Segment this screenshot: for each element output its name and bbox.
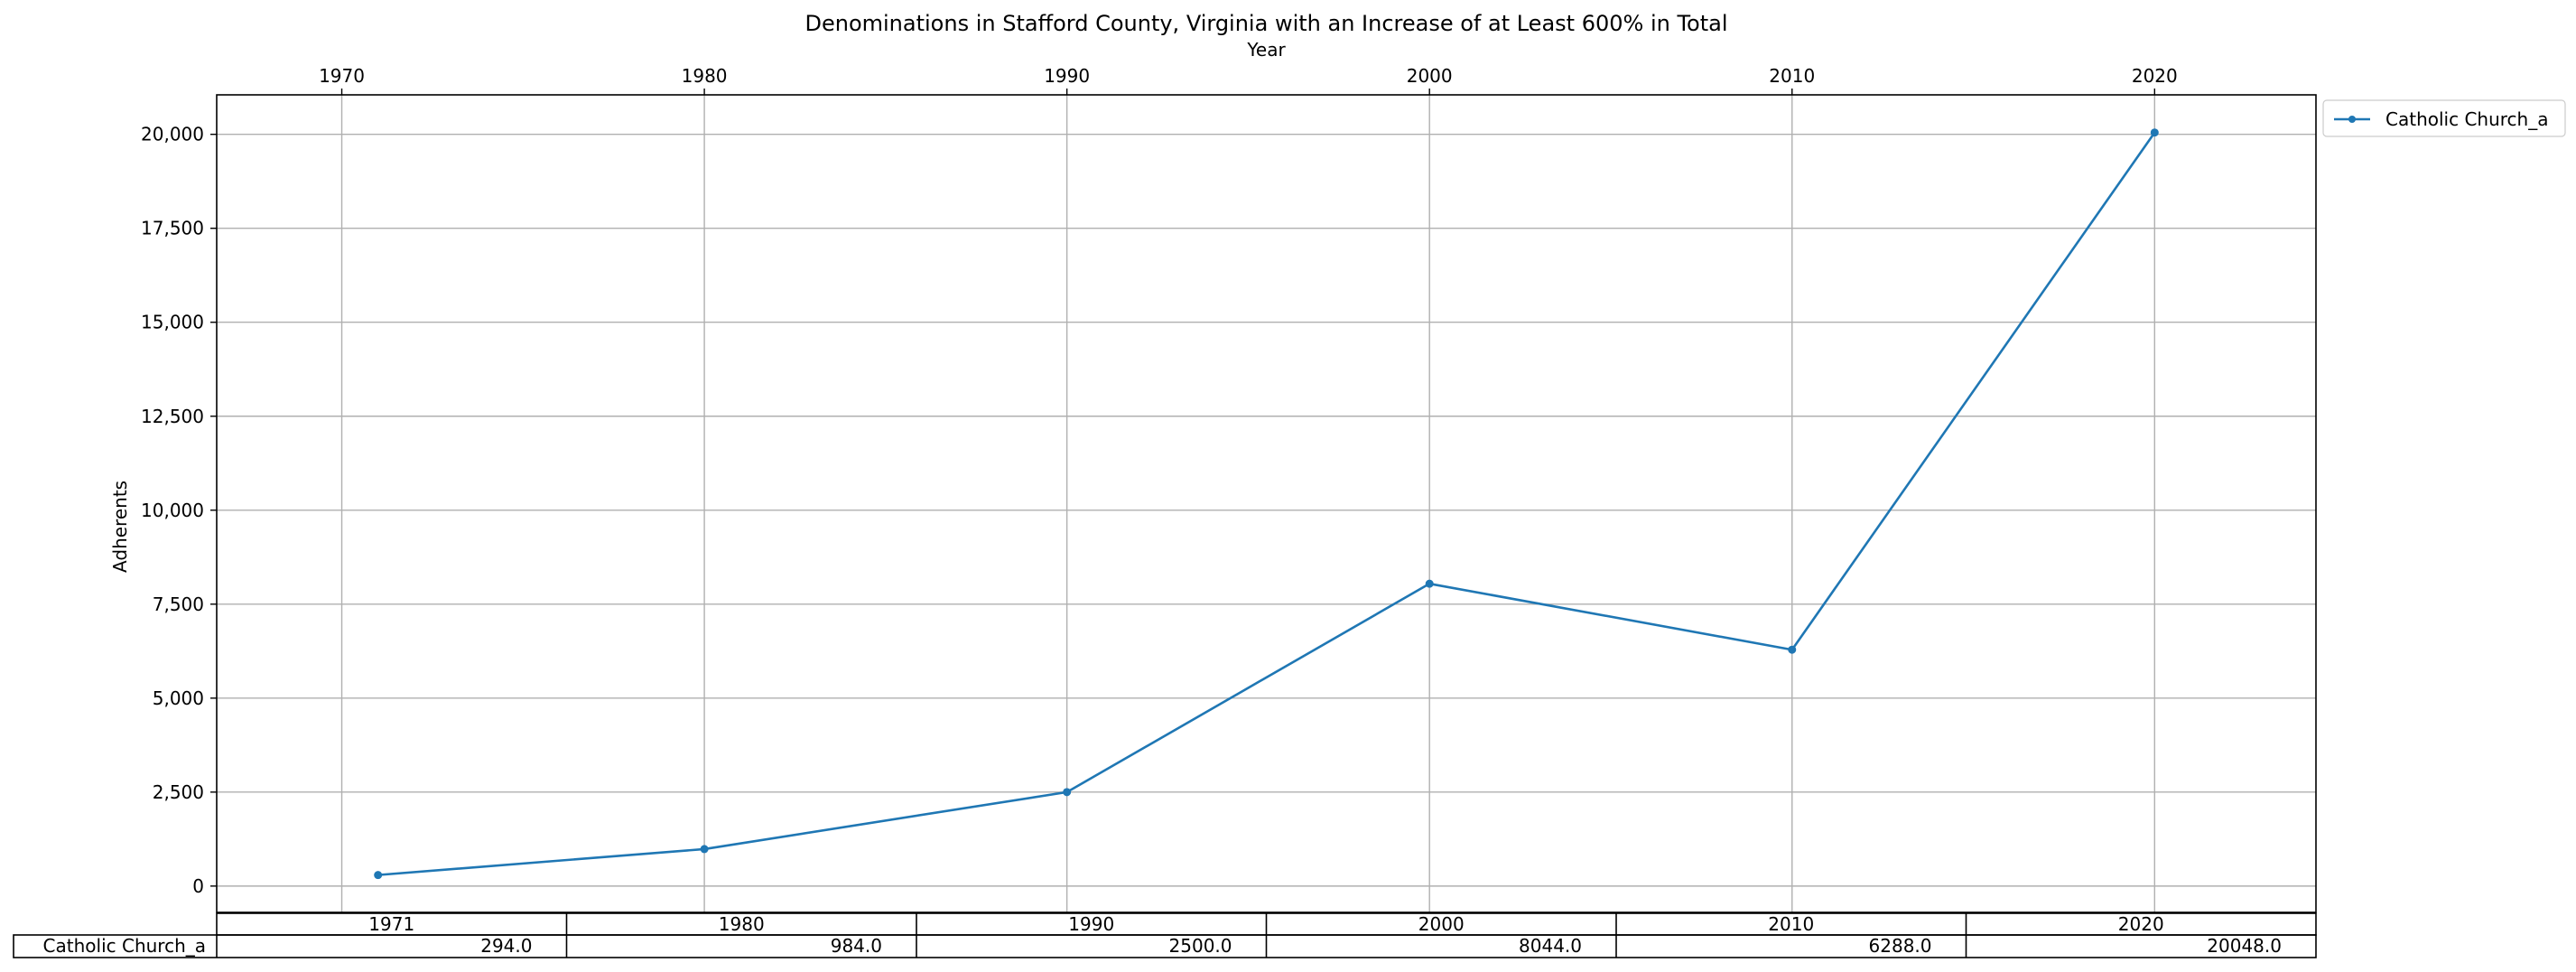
table-cell: 6288.0 (1869, 935, 1932, 957)
plot-frame (216, 94, 2317, 913)
table-cell: 8044.0 (1519, 935, 1582, 957)
y-tick-label: 2,500 (153, 781, 204, 803)
x-tick-label: 1980 (682, 65, 728, 87)
y-tick-label: 0 (192, 875, 204, 897)
y-tick-label: 15,000 (141, 312, 204, 333)
legend-marker (2348, 116, 2356, 123)
y-tick-label: 5,000 (153, 687, 204, 709)
table-data-row (13, 934, 2317, 958)
x-axis-label: Year (1246, 39, 1286, 61)
table-cell: 984.0 (831, 935, 882, 957)
table-col-header: 1971 (368, 913, 414, 935)
table-row-label: Catholic Church_a (43, 935, 206, 957)
data-point (700, 845, 709, 854)
data-point (1425, 579, 1434, 588)
x-tick-label: 2000 (1407, 65, 1453, 87)
y-tick-label: 20,000 (141, 124, 204, 145)
y-tick-label: 10,000 (141, 500, 204, 521)
x-tick-label: 2010 (1769, 65, 1815, 87)
x-tick-label: 1970 (319, 65, 365, 87)
data-point (1063, 788, 1072, 797)
y-tick-label: 17,500 (141, 218, 204, 239)
data-point (2150, 128, 2159, 137)
grid (217, 95, 2316, 912)
table-col-header: 1980 (719, 913, 765, 935)
chart-title: Denominations in Stafford County, Virgin… (804, 11, 1727, 36)
data-point (1788, 645, 1797, 654)
y-axis-label: Adherents (109, 481, 131, 573)
legend: Catholic Church_a (2322, 99, 2566, 137)
table-col-header: 2000 (1418, 913, 1465, 935)
x-tick-label: 2020 (2132, 65, 2178, 87)
data-table: 1971 294.0 1980 984.0 1990 2500.0 2000 8044.0 20… (13, 912, 2317, 958)
table-cell: 2500.0 (1169, 935, 1232, 957)
series-line (377, 131, 2156, 876)
table-col-header: 2020 (2118, 913, 2164, 935)
table-col-header: 2010 (1768, 913, 1814, 935)
data-point (374, 871, 383, 880)
legend-box (2322, 99, 2566, 137)
y-tick-label: 7,500 (153, 593, 204, 615)
table-col-header: 1990 (1068, 913, 1114, 935)
legend-label: Catholic Church_a (2385, 108, 2548, 130)
table-cell: 294.0 (480, 935, 532, 957)
x-tick-label: 1990 (1044, 65, 1090, 87)
y-tick-label: 12,500 (141, 406, 204, 427)
table-cell: 20048.0 (2207, 935, 2282, 957)
series (374, 128, 2159, 880)
ticks: 1970 1980 1990 2000 2010 2020 0 2,500 5,000 7,500… (141, 65, 2178, 897)
